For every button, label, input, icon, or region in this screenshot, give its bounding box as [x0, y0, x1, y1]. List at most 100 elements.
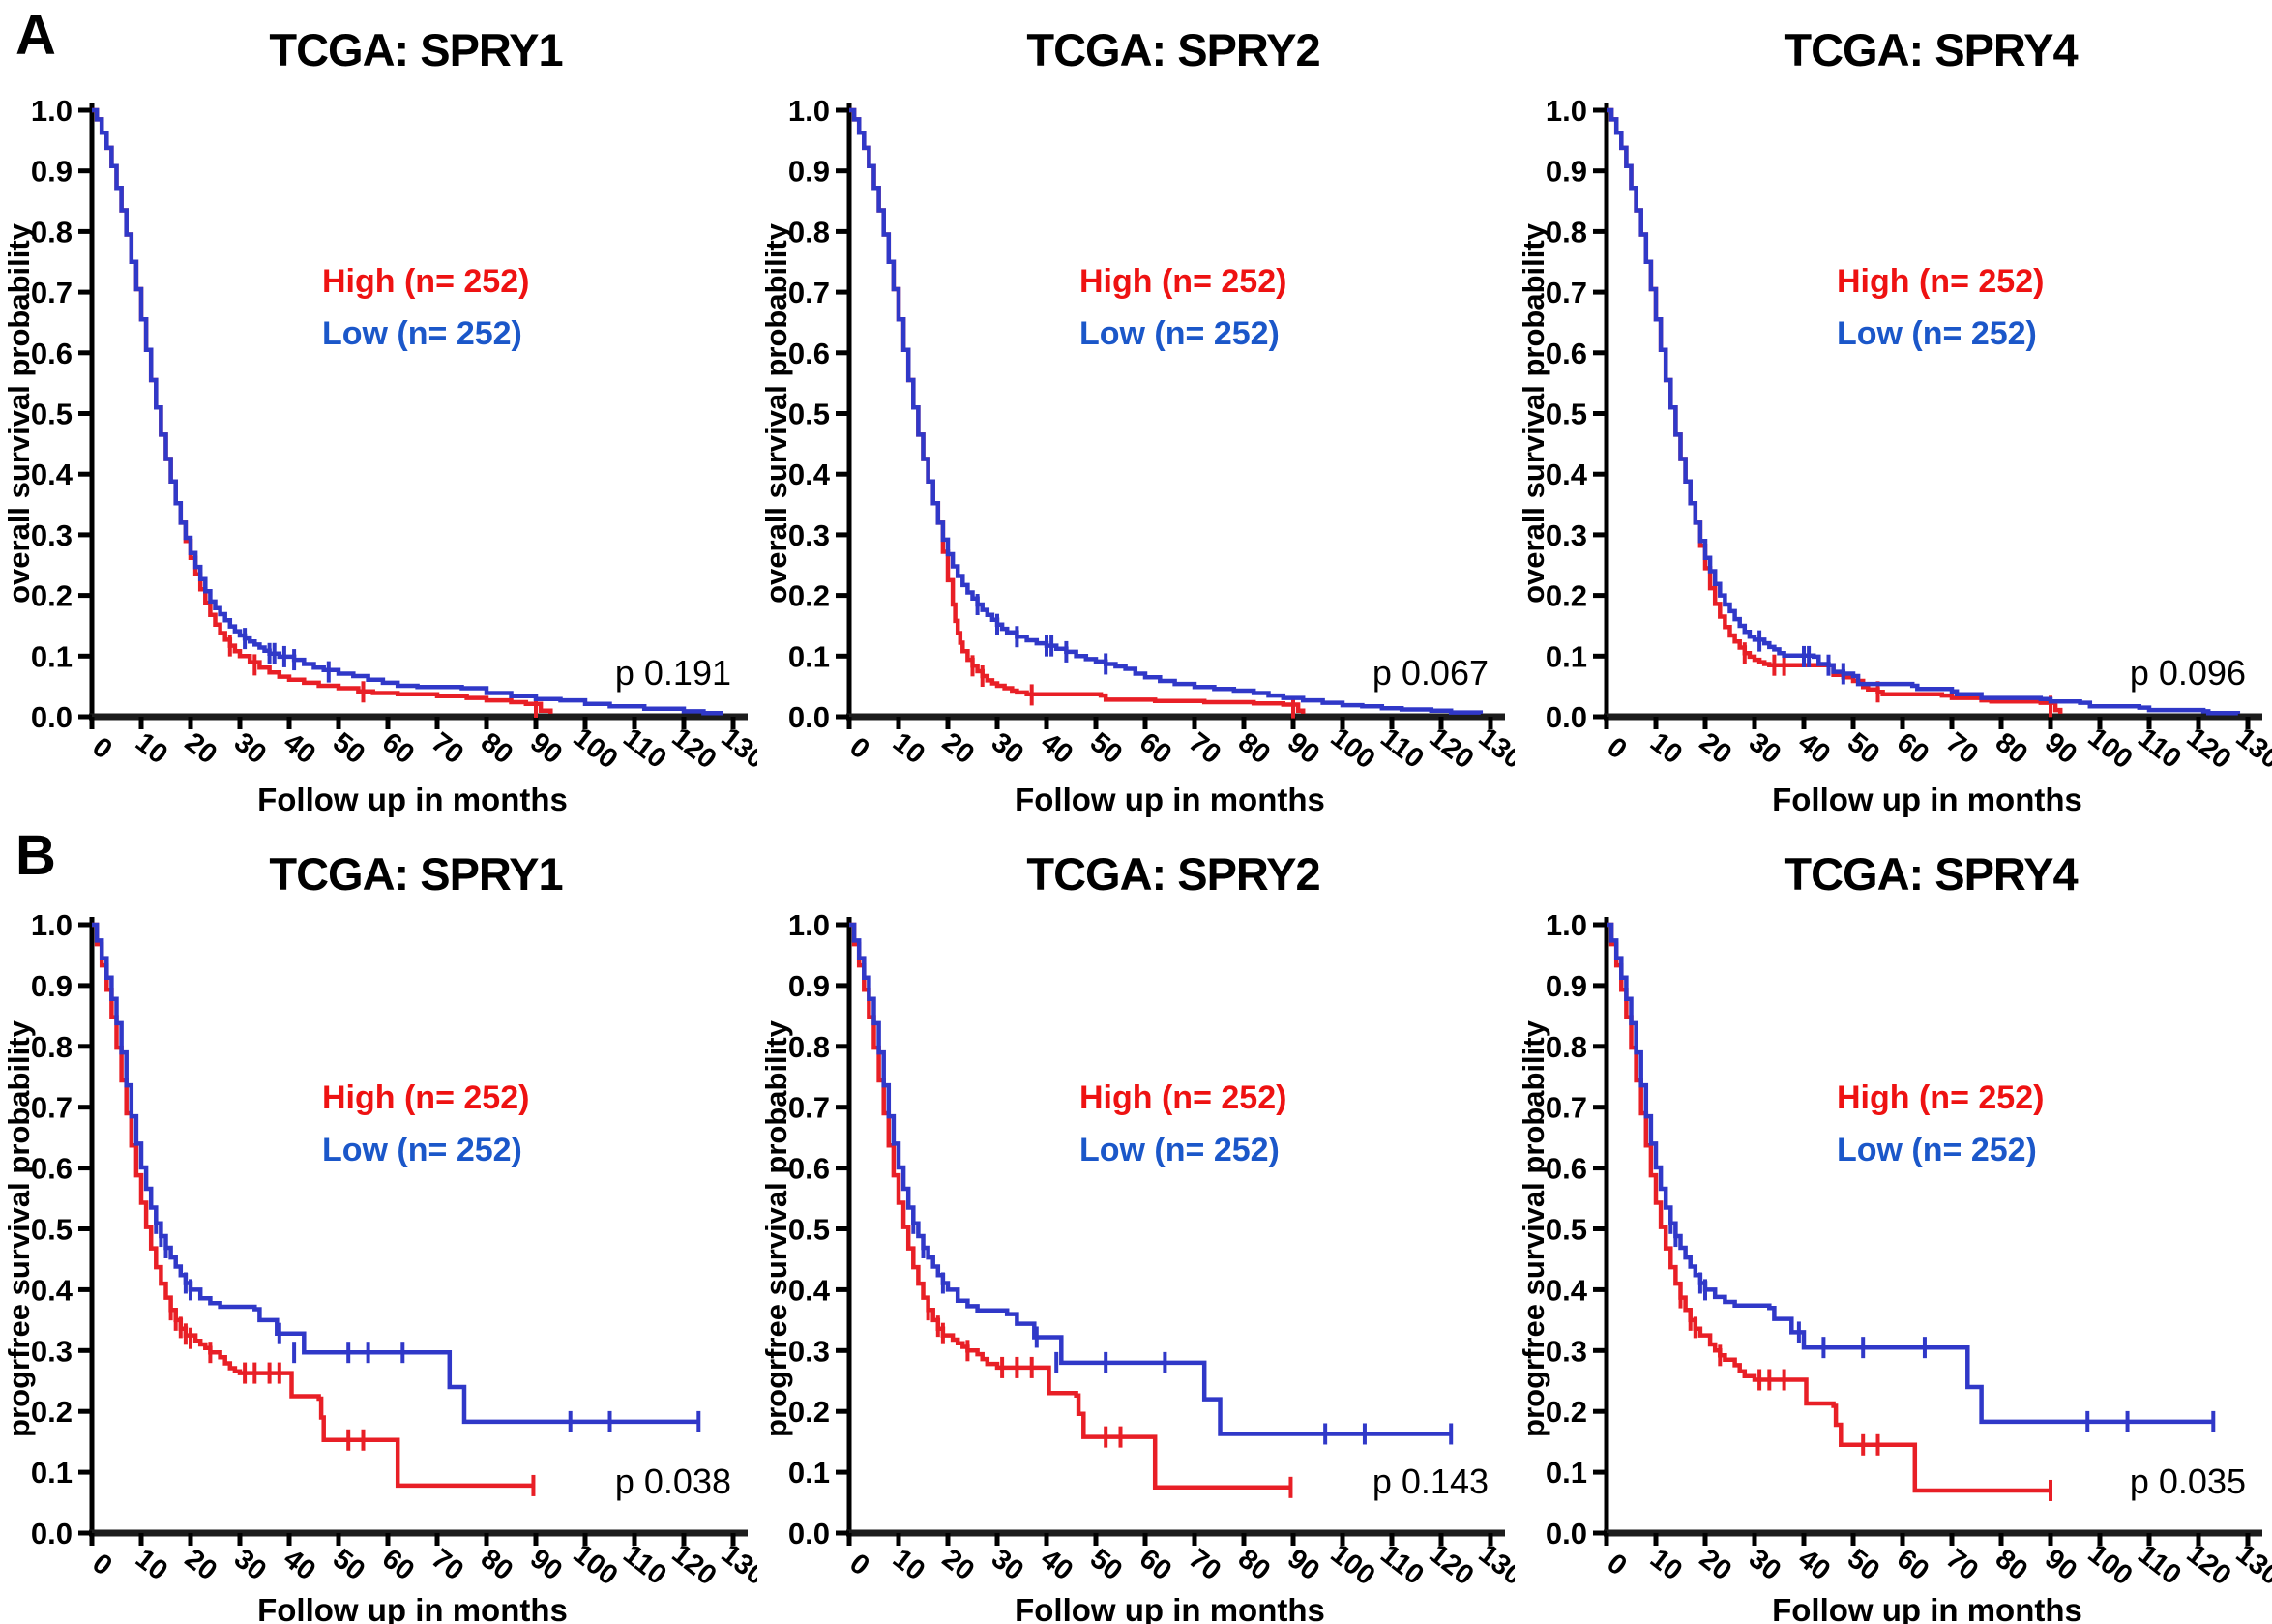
- x-tick-label: 20: [936, 1543, 980, 1586]
- x-tick-label: 120: [1424, 722, 1480, 775]
- legend-low-label: Low (n= 252): [1079, 1132, 1280, 1168]
- x-tick-label: 40: [1792, 726, 1836, 770]
- x-tick-label: 30: [1743, 726, 1786, 770]
- y-tick-label: 1.0: [788, 908, 830, 942]
- x-tick-label: 100: [2082, 722, 2139, 775]
- x-tick-label: 130: [1473, 722, 1515, 775]
- x-tick-label: 10: [1644, 726, 1688, 770]
- x-tick-label: 110: [617, 1539, 672, 1591]
- y-tick-label: 0.4: [1546, 1273, 1588, 1307]
- panel-label-b: B: [15, 824, 56, 887]
- x-tick-label: 0: [86, 731, 117, 765]
- plot-title: TCGA: SPRY1: [269, 848, 562, 900]
- y-tick-label: 0.7: [31, 276, 73, 310]
- y-tick-label: 0.1: [788, 1456, 830, 1490]
- x-axis-label: Follow up in months: [1015, 782, 1325, 817]
- y-tick-label: 1.0: [31, 94, 73, 128]
- x-tick-label: 30: [228, 726, 272, 770]
- x-tick-label: 80: [475, 1543, 518, 1586]
- p-value-label: p 0.191: [615, 653, 731, 693]
- x-tick-label: 90: [2039, 1543, 2082, 1586]
- y-tick-label: 0.1: [31, 639, 73, 673]
- x-tick-label: 10: [130, 726, 173, 770]
- survival-curve-low: [92, 107, 723, 716]
- x-tick-label: 120: [666, 722, 723, 775]
- x-tick-label: 0: [843, 731, 874, 765]
- y-tick-label: 0.6: [788, 337, 830, 370]
- x-tick-label: 10: [1644, 1543, 1688, 1586]
- x-tick-label: 20: [179, 726, 222, 770]
- x-tick-label: 40: [278, 726, 321, 770]
- y-tick-label: 0.5: [788, 398, 830, 431]
- x-tick-label: 60: [1134, 726, 1177, 770]
- y-tick-label: 0.9: [1546, 969, 1587, 1003]
- survival-curve-low: [92, 922, 699, 1425]
- legend-high-label: High (n= 252): [1079, 263, 1286, 300]
- x-tick-label: 20: [179, 1543, 222, 1586]
- x-tick-label: 40: [1035, 726, 1078, 770]
- y-axis-label: overall survival probability: [759, 222, 793, 604]
- plot-title: TCGA: SPRY2: [1026, 848, 1319, 900]
- km-plot-b-spry2: TCGA: SPRY2 progrfree survival probabilit…: [757, 820, 1528, 1624]
- x-tick-label: 70: [1183, 726, 1226, 770]
- x-tick-label: 40: [278, 1543, 321, 1586]
- x-axis-label: Follow up in months: [1015, 1592, 1325, 1624]
- x-tick-label: 0: [86, 1548, 117, 1581]
- x-tick-label: 90: [2039, 726, 2082, 770]
- x-tick-label: 70: [1940, 726, 1984, 770]
- x-tick-label: 50: [327, 1543, 370, 1586]
- km-plot-b-spry4: TCGA: SPRY4 progrfree survival probabilit…: [1515, 820, 2272, 1624]
- x-tick-label: 100: [568, 722, 624, 775]
- y-tick-label: 0.5: [31, 398, 73, 431]
- y-tick-label: 1.0: [788, 94, 830, 128]
- legend-low-label: Low (n= 252): [1079, 315, 1280, 352]
- y-tick-label: 0.2: [31, 1395, 73, 1429]
- y-tick-label: 0.4: [31, 458, 74, 491]
- x-tick-label: 60: [1134, 1543, 1177, 1586]
- km-plot-b-spry1: TCGA: SPRY1 progrfree survival probabilit…: [0, 820, 771, 1624]
- y-tick-label: 0.7: [788, 276, 830, 310]
- y-axis-label: overall survival probability: [1517, 222, 1550, 604]
- y-tick-label: 0.6: [31, 1152, 73, 1186]
- x-tick-label: 110: [1374, 1539, 1430, 1591]
- legend-high-label: High (n= 252): [322, 1079, 529, 1116]
- x-tick-label: 0: [1601, 731, 1632, 765]
- y-tick-label: 1.0: [1546, 94, 1587, 128]
- x-tick-label: 20: [936, 726, 980, 770]
- x-axis-label: Follow up in months: [257, 782, 568, 817]
- x-tick-label: 10: [130, 1543, 173, 1586]
- y-tick-label: 0.3: [1546, 1334, 1587, 1368]
- x-tick-label: 60: [376, 1543, 420, 1586]
- y-tick-label: 0.0: [31, 1517, 73, 1550]
- x-tick-label: 30: [986, 1543, 1029, 1586]
- y-tick-label: 0.3: [1546, 518, 1587, 552]
- x-tick-label: 40: [1035, 1543, 1078, 1586]
- x-tick-label: 50: [1084, 1543, 1128, 1586]
- y-tick-label: 0.5: [1546, 1213, 1587, 1247]
- km-plot-a-spry1: TCGA: SPRY1 overall survival probability 1…: [0, 0, 771, 825]
- y-tick-label: 0.9: [31, 155, 73, 189]
- survival-curve-low: [849, 922, 1452, 1436]
- plot-title: TCGA: SPRY2: [1026, 24, 1319, 75]
- x-tick-label: 70: [1940, 1543, 1984, 1586]
- y-tick-label: 0.0: [788, 700, 830, 734]
- y-tick-label: 0.6: [1546, 1152, 1587, 1186]
- y-tick-label: 0.6: [788, 1152, 830, 1186]
- x-tick-label: 10: [887, 1543, 930, 1586]
- y-tick-label: 0.9: [788, 155, 830, 189]
- y-tick-label: 0.5: [788, 1213, 830, 1247]
- x-tick-label: 120: [1424, 1538, 1480, 1591]
- y-axis-label: progrfree survival probability: [1517, 1019, 1550, 1436]
- y-tick-label: 0.3: [788, 1334, 830, 1368]
- y-tick-label: 0.9: [1546, 155, 1587, 189]
- y-tick-label: 0.4: [788, 1273, 831, 1307]
- x-tick-label: 20: [1694, 726, 1737, 770]
- x-tick-label: 100: [1325, 722, 1381, 775]
- x-axis-label: Follow up in months: [1772, 782, 2082, 817]
- x-tick-label: 130: [716, 1538, 757, 1591]
- y-tick-label: 0.6: [31, 337, 73, 370]
- y-tick-label: 0.3: [31, 1334, 73, 1368]
- y-tick-label: 0.1: [1546, 639, 1587, 673]
- x-tick-label: 100: [2082, 1538, 2139, 1591]
